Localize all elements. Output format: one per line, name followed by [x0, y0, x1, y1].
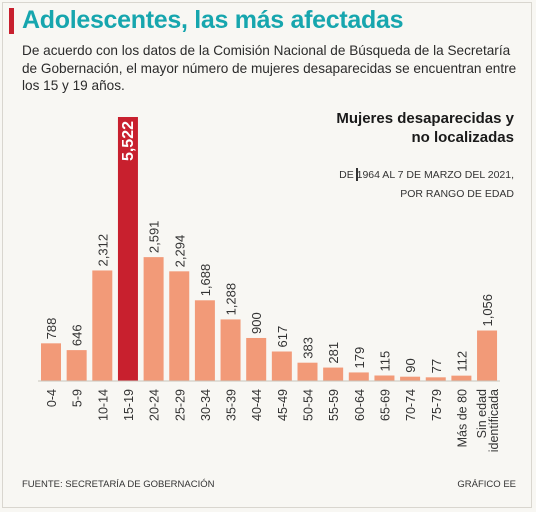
category-label: Sin edadidentificada [475, 389, 501, 452]
legend-subtitle: De 1964 al 7 de marzo del 2021, por rang… [339, 169, 514, 200]
value-label: 617 [275, 326, 290, 348]
credit-note: Gráfico EE [457, 479, 516, 490]
bar [297, 362, 318, 381]
value-label: 179 [352, 347, 367, 369]
value-label: 281 [326, 342, 341, 364]
category-label: 35-39 [225, 389, 239, 421]
value-label: 900 [249, 312, 264, 334]
category-label: 0-4 [45, 389, 59, 407]
category-label: 40-44 [250, 389, 264, 421]
category-label: 70-74 [404, 389, 418, 421]
value-label: 90 [403, 358, 418, 372]
legend-title: Mujeres desaparecidas y no localizadas [336, 110, 514, 146]
category-label: 20-24 [148, 389, 162, 421]
bar [477, 330, 498, 381]
bar [66, 350, 87, 381]
bar [92, 270, 113, 381]
value-label: 2,294 [172, 235, 187, 268]
chart-subtitle: De acuerdo con los datos de la Comisión … [22, 43, 517, 93]
legend-divider [356, 168, 358, 181]
category-label: 45-49 [276, 389, 290, 421]
category-label: 30-34 [199, 389, 213, 421]
value-label: 2,312 [95, 234, 110, 267]
value-label: 2,591 [147, 221, 162, 254]
bar [220, 319, 241, 381]
category-label: 60-64 [353, 389, 367, 421]
value-label: 383 [301, 337, 316, 359]
category-label: 5-9 [71, 389, 85, 407]
category-label: Más de 80 [455, 389, 469, 447]
value-label: 646 [70, 324, 85, 346]
value-label: 5,522 [120, 121, 137, 161]
value-label: 77 [429, 359, 444, 373]
source-note: Fuente: Secretaría de Gobernación [22, 479, 215, 490]
value-label: 1,288 [224, 283, 239, 316]
category-label: 65-69 [378, 389, 392, 421]
bar [271, 351, 292, 381]
bar [374, 375, 395, 381]
bar [117, 117, 138, 381]
bar [348, 372, 369, 381]
bar [246, 337, 267, 381]
bar [194, 300, 215, 381]
category-label: 55-59 [327, 389, 341, 421]
category-label: 15-19 [122, 389, 136, 421]
value-label: 1,056 [480, 294, 495, 327]
value-label: 115 [377, 351, 392, 372]
title-row: Adolescentes, las más afectadas [9, 6, 403, 35]
bar [400, 376, 421, 381]
category-label: 25-29 [173, 389, 187, 421]
title-accent-bar [9, 7, 14, 34]
bar [425, 377, 446, 381]
bar [451, 375, 472, 381]
chart-title: Adolescentes, las más afectadas [22, 6, 404, 34]
value-label: 1,688 [198, 264, 213, 297]
value-label: 788 [44, 318, 59, 340]
bar [143, 257, 164, 381]
category-label: 10-14 [96, 389, 110, 421]
category-label: 50-54 [302, 389, 316, 421]
bar [323, 367, 344, 381]
category-label: 75-79 [430, 389, 444, 421]
bar [41, 343, 61, 381]
value-label: 112 [454, 351, 469, 372]
bar [169, 271, 190, 381]
